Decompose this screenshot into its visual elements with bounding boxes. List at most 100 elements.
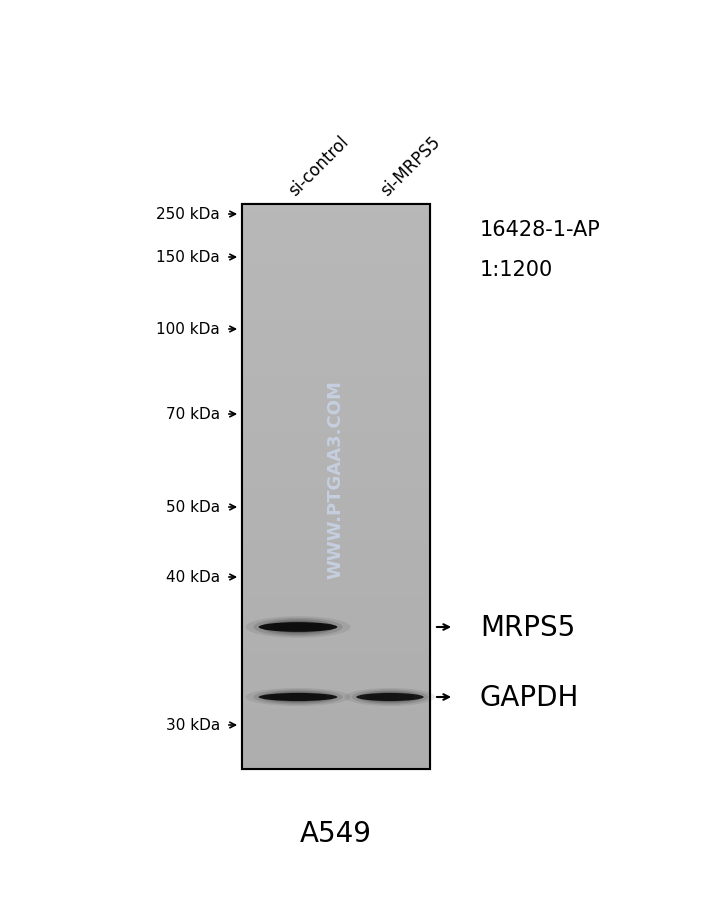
Bar xyxy=(242,759,430,760)
Bar xyxy=(242,317,430,318)
Bar xyxy=(242,556,430,557)
Bar xyxy=(242,420,430,421)
Ellipse shape xyxy=(259,622,337,632)
Bar xyxy=(242,430,430,431)
Bar xyxy=(242,580,430,582)
Bar xyxy=(242,235,430,236)
Bar xyxy=(242,216,430,217)
Bar xyxy=(242,575,430,576)
Bar xyxy=(242,325,430,326)
Bar xyxy=(242,280,430,281)
Bar xyxy=(242,676,430,677)
Bar xyxy=(242,390,430,391)
Bar xyxy=(242,520,430,521)
Bar xyxy=(242,238,430,239)
Bar xyxy=(242,530,430,531)
Bar xyxy=(242,275,430,276)
Bar xyxy=(242,288,430,289)
Bar xyxy=(242,483,430,484)
Text: 250 kDa: 250 kDa xyxy=(156,207,220,222)
Bar xyxy=(242,405,430,406)
Bar xyxy=(242,513,430,514)
Bar xyxy=(242,359,430,360)
Bar xyxy=(242,447,430,448)
Text: 150 kDa: 150 kDa xyxy=(156,250,220,265)
Bar xyxy=(242,687,430,688)
Bar xyxy=(242,694,430,695)
Bar xyxy=(242,322,430,323)
Bar xyxy=(242,449,430,450)
Bar xyxy=(242,731,430,732)
Bar xyxy=(242,722,430,723)
Bar xyxy=(242,392,430,393)
Text: 50 kDa: 50 kDa xyxy=(166,500,220,515)
Bar xyxy=(242,259,430,260)
Bar xyxy=(242,342,430,343)
Bar xyxy=(242,690,430,691)
Bar xyxy=(242,215,430,216)
Bar xyxy=(242,224,430,225)
Bar xyxy=(242,515,430,517)
Bar xyxy=(242,643,430,644)
Bar xyxy=(242,521,430,522)
Bar xyxy=(242,595,430,596)
Bar xyxy=(242,347,430,348)
Bar xyxy=(242,661,430,662)
Ellipse shape xyxy=(262,691,335,704)
Bar xyxy=(242,344,430,345)
Bar xyxy=(242,207,430,208)
Bar xyxy=(242,615,430,616)
Bar xyxy=(242,294,430,295)
Bar xyxy=(242,467,430,468)
Ellipse shape xyxy=(259,693,337,701)
Bar xyxy=(242,461,430,462)
Bar xyxy=(242,577,430,578)
Bar xyxy=(242,244,430,245)
Bar xyxy=(242,585,430,586)
Ellipse shape xyxy=(262,620,335,635)
Bar xyxy=(242,558,430,559)
Bar xyxy=(242,264,430,266)
Bar xyxy=(242,468,430,469)
Bar xyxy=(242,713,430,714)
Bar xyxy=(242,654,430,655)
Bar xyxy=(242,334,430,335)
Bar xyxy=(242,417,430,418)
Bar xyxy=(242,326,430,327)
Bar xyxy=(242,561,430,562)
Bar xyxy=(242,518,430,519)
Bar xyxy=(242,667,430,668)
Bar xyxy=(242,659,430,660)
Bar xyxy=(242,576,430,577)
Bar xyxy=(242,352,430,353)
Bar xyxy=(242,501,430,502)
Bar xyxy=(242,466,430,467)
Bar xyxy=(242,475,430,476)
Bar xyxy=(242,328,430,329)
Bar xyxy=(242,205,430,769)
Bar xyxy=(242,547,430,548)
Bar xyxy=(242,504,430,505)
Bar xyxy=(242,616,430,617)
Bar xyxy=(242,611,430,612)
Bar xyxy=(242,487,430,489)
Bar xyxy=(242,608,430,610)
Bar xyxy=(242,599,430,601)
Bar xyxy=(242,490,430,491)
Bar xyxy=(242,407,430,408)
Bar xyxy=(242,372,430,373)
Ellipse shape xyxy=(356,693,424,701)
Bar xyxy=(242,743,430,744)
Bar xyxy=(242,564,430,565)
Bar xyxy=(242,412,430,413)
Ellipse shape xyxy=(245,688,351,706)
Bar xyxy=(242,450,430,452)
Bar xyxy=(242,210,430,211)
Bar xyxy=(242,748,430,750)
Bar xyxy=(242,348,430,350)
Bar xyxy=(242,613,430,614)
Bar xyxy=(242,225,430,226)
Bar xyxy=(242,206,430,207)
Bar xyxy=(242,719,430,720)
Bar xyxy=(242,537,430,538)
